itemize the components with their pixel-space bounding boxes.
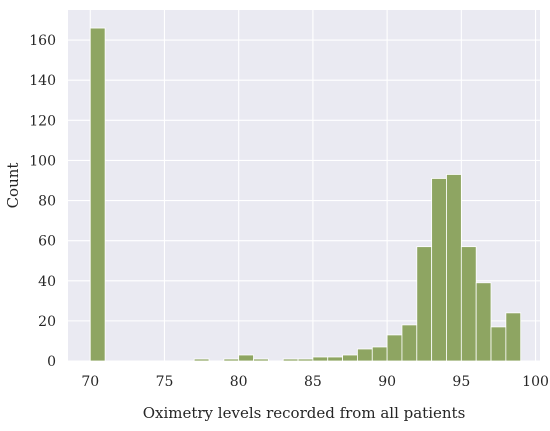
- histogram-bar: [371, 346, 388, 362]
- histogram-bar: [312, 356, 329, 362]
- histogram-bar: [357, 348, 373, 362]
- histogram-bar: [253, 358, 269, 362]
- y-tick-label: 40: [38, 274, 56, 290]
- histogram-bar: [282, 358, 299, 362]
- x-tick-label: 90: [378, 374, 396, 390]
- histogram-bar: [193, 358, 210, 362]
- x-tick-label: 95: [452, 374, 470, 390]
- bars: [89, 27, 522, 362]
- histogram-bar: [327, 356, 343, 362]
- x-tick-label: 80: [230, 374, 248, 390]
- histogram-bar: [475, 282, 492, 362]
- histogram-bar: [416, 246, 433, 362]
- histogram-bar: [238, 354, 254, 362]
- histogram-bar: [401, 324, 418, 362]
- y-tick-label: 140: [29, 73, 56, 89]
- histogram-bar: [446, 174, 462, 362]
- histogram-bar: [89, 27, 106, 362]
- x-tick-label: 75: [156, 374, 174, 390]
- histogram-bar: [223, 358, 240, 362]
- y-tick-label: 80: [38, 194, 56, 210]
- histogram-bar: [431, 178, 447, 362]
- y-axis-label: Count: [4, 163, 22, 209]
- x-axis-label: Oximetry levels recorded from all patien…: [143, 404, 466, 422]
- histogram-bar: [386, 334, 403, 362]
- histogram-bar: [342, 354, 358, 362]
- histogram-bar: [490, 326, 507, 362]
- histogram-bar: [460, 246, 477, 362]
- y-tick-label: 120: [29, 113, 56, 129]
- y-tick-label: 100: [29, 153, 56, 169]
- x-tick-label: 100: [522, 374, 549, 390]
- x-tick-label: 85: [304, 374, 322, 390]
- x-tick-label: 70: [81, 374, 99, 390]
- histogram-bar: [505, 312, 522, 362]
- histogram-bar: [297, 358, 314, 362]
- y-tick-label: 0: [47, 354, 56, 370]
- x-tick-labels: 70 75 80 85 90 95 100: [81, 374, 549, 390]
- y-tick-label: 160: [29, 33, 56, 49]
- y-tick-label: 20: [38, 314, 56, 330]
- y-tick-label: 60: [38, 234, 56, 250]
- y-tick-labels: 0 20 40 60 80 100 120 140 160: [29, 33, 56, 370]
